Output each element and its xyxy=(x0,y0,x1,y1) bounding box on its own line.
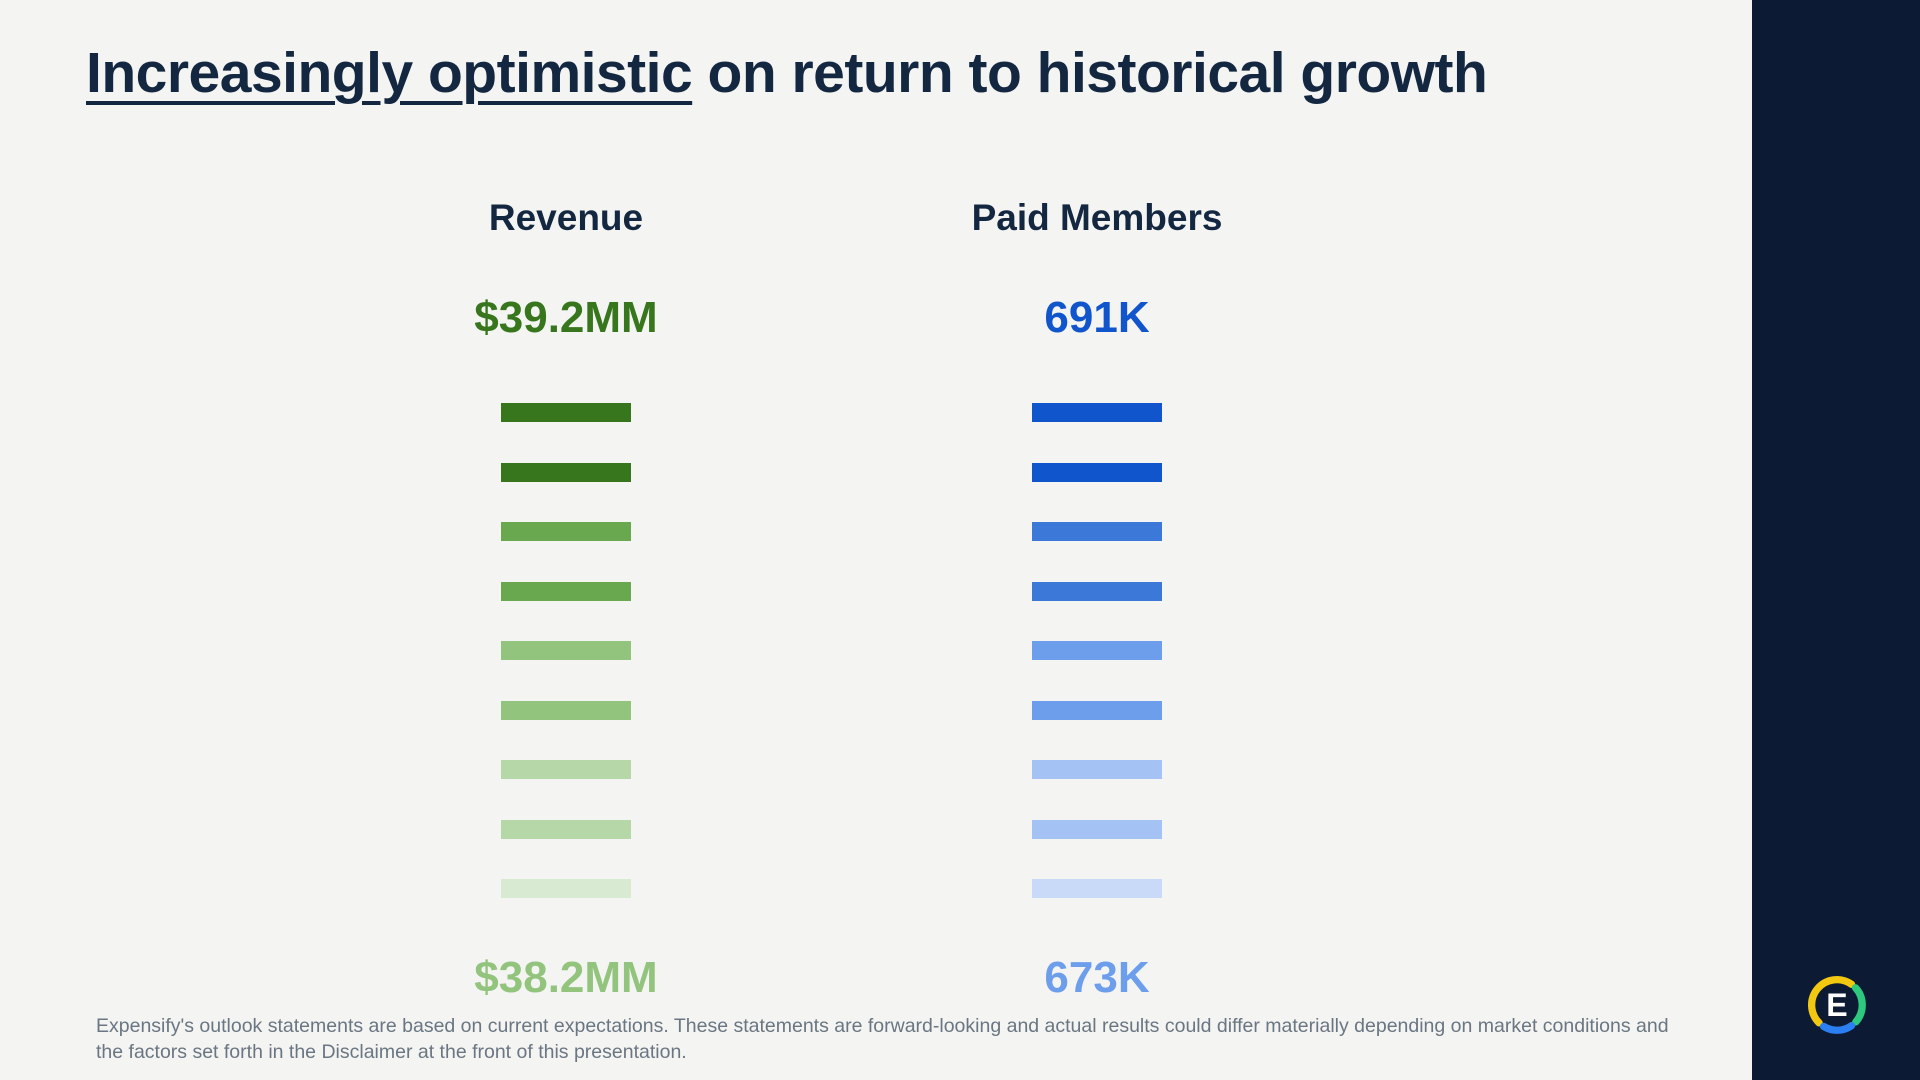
paid-members-column: Paid Members 691K 673K xyxy=(927,196,1267,1004)
paid-members-top-value: 691K xyxy=(1044,293,1150,342)
sidebar-panel: E xyxy=(1752,0,1920,1080)
paid-members-bar xyxy=(1032,760,1162,779)
paid-members-bar xyxy=(1032,581,1162,601)
revenue-bar xyxy=(501,462,631,482)
disclaimer-text: Expensify's outlook statements are based… xyxy=(96,1015,1669,1063)
revenue-top-value: $39.2MM xyxy=(474,293,658,342)
logo-ring-green-arc xyxy=(1851,984,1866,1026)
revenue-header: Revenue xyxy=(488,197,644,238)
paid-members-bar xyxy=(1032,819,1162,839)
paid-members-bar xyxy=(1032,879,1162,898)
paid-members-bar xyxy=(1032,700,1162,720)
expensify-logo: E xyxy=(1802,970,1872,1040)
revenue-bar xyxy=(501,760,631,779)
slide-title: Increasingly optimistic on return to his… xyxy=(86,40,1488,106)
revenue-bottom-value: $38.2MM xyxy=(474,953,658,1002)
logo-ring-blue-arc xyxy=(1819,1022,1856,1034)
revenue-bar xyxy=(501,700,631,720)
title-emphasized-text: Increasingly optimistic xyxy=(86,41,693,105)
revenue-bar xyxy=(501,879,631,898)
revenue-bar xyxy=(501,819,631,839)
revenue-bar xyxy=(501,581,631,601)
logo-letter-e: E xyxy=(1826,987,1847,1023)
paid-members-bar xyxy=(1032,522,1162,541)
revenue-bar xyxy=(501,522,631,541)
revenue-bar xyxy=(501,641,631,660)
expensify-logo-icon: E xyxy=(1808,976,1866,1034)
revenue-column: Revenue $39.2MM $38.2MM xyxy=(396,196,736,1004)
paid-members-header: Paid Members xyxy=(971,197,1223,238)
revenue-bar xyxy=(501,403,631,422)
paid-members-bars xyxy=(1032,403,1162,898)
paid-members-bottom-value: 673K xyxy=(1044,953,1150,1002)
logo-ring-yellow-arc xyxy=(1808,976,1856,1027)
paid-members-bar xyxy=(1032,403,1162,422)
revenue-bars xyxy=(501,403,631,898)
paid-members-bar xyxy=(1032,462,1162,482)
paid-members-bar xyxy=(1032,641,1162,660)
title-rest-text: on return to historical growth xyxy=(692,41,1488,105)
